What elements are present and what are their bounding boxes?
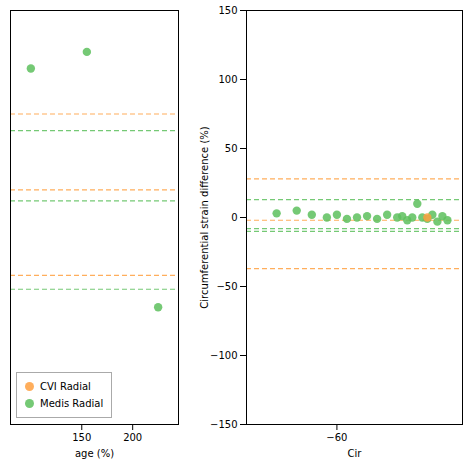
svg-text:−60: −60 — [326, 432, 347, 443]
html-text:CVI Radial: CVI Radial — [40, 381, 91, 392]
svg-text:−150: −150 — [210, 419, 237, 430]
html-text:Medis Radial: Medis Radial — [40, 398, 104, 409]
svg-text:0: 0 — [231, 212, 237, 223]
svg-text:50: 50 — [225, 143, 238, 154]
svg-text:−50: −50 — [216, 281, 237, 292]
svg-text:Circumferential strain differe: Circumferential strain difference (%) — [199, 126, 210, 309]
svg-text:150: 150 — [72, 432, 91, 443]
svg-text:Cir: Cir — [348, 448, 363, 459]
svg-text:age (%): age (%) — [75, 448, 114, 459]
svg-text:100: 100 — [218, 74, 237, 85]
svg-text:−100: −100 — [210, 350, 237, 361]
svg-text:150: 150 — [218, 5, 237, 16]
svg-text:200: 200 — [123, 432, 142, 443]
